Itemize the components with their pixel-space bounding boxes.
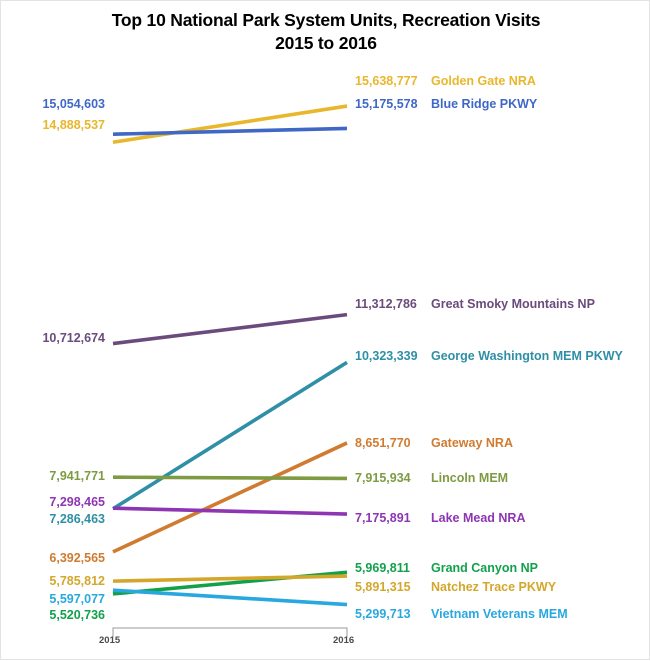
slope-line[interactable] bbox=[112, 574, 348, 583]
slope-line[interactable] bbox=[112, 104, 348, 145]
value-label-left: 6,392,565 bbox=[49, 551, 105, 565]
slope-line[interactable] bbox=[112, 360, 348, 511]
series-name-label: Lake Mead NRA bbox=[431, 511, 526, 525]
series-name-label: Blue Ridge PKWY bbox=[431, 97, 538, 111]
value-label-right: 15,638,777 bbox=[355, 74, 418, 88]
axis-tick-label-2015: 2015 bbox=[99, 635, 121, 646]
series-name-label: Grand Canyon NP bbox=[431, 561, 538, 575]
slope-line[interactable] bbox=[112, 312, 348, 346]
value-label-left: 5,597,077 bbox=[49, 592, 105, 606]
slope-line[interactable] bbox=[112, 441, 348, 554]
value-label-right: 5,891,315 bbox=[355, 580, 411, 594]
series-name-label: Natchez Trace PKWY bbox=[431, 580, 557, 594]
series-name-label: Golden Gate NRA bbox=[431, 74, 536, 88]
value-label-left: 7,286,463 bbox=[49, 512, 105, 526]
value-label-left: 10,712,674 bbox=[42, 331, 105, 345]
value-label-right: 8,651,770 bbox=[355, 436, 411, 450]
chart-title-line-2: 2015 to 2016 bbox=[275, 33, 377, 54]
value-label-left: 14,888,537 bbox=[42, 118, 105, 132]
value-label-left: 7,298,465 bbox=[49, 495, 105, 509]
value-label-right: 15,175,578 bbox=[355, 97, 418, 111]
slope-line[interactable] bbox=[112, 475, 348, 481]
value-label-right: 11,312,786 bbox=[355, 297, 417, 311]
value-label-right: 5,299,713 bbox=[355, 607, 411, 621]
axis-tick-label-2016: 2016 bbox=[333, 635, 355, 646]
value-label-right: 10,323,339 bbox=[355, 349, 418, 363]
slope-line[interactable] bbox=[112, 126, 348, 137]
value-label-left: 5,785,812 bbox=[49, 574, 105, 588]
value-label-left: 7,941,771 bbox=[49, 469, 105, 483]
chart-title-line-1: Top 10 National Park System Units, Recre… bbox=[111, 10, 541, 30]
value-label-left: 15,054,603 bbox=[42, 97, 105, 111]
series-name-label: George Washington MEM PKWY bbox=[431, 349, 623, 363]
series-name-label: Gateway NRA bbox=[431, 436, 513, 450]
series-name-label: Lincoln MEM bbox=[431, 471, 509, 485]
value-label-right: 5,969,811 bbox=[355, 561, 410, 575]
value-label-right: 7,175,891 bbox=[355, 511, 411, 525]
value-label-left: 5,520,736 bbox=[49, 608, 105, 622]
slope-line[interactable] bbox=[112, 588, 348, 607]
series-name-label: Vietnam Veterans MEM bbox=[431, 607, 568, 621]
chart-title: Top 10 National Park System Units, Recre… bbox=[1, 9, 650, 55]
series-name-label: Great Smoky Mountains NP bbox=[431, 297, 595, 311]
slope-line[interactable] bbox=[112, 506, 348, 516]
value-label-right: 7,915,934 bbox=[355, 471, 411, 485]
x-axis-bracket bbox=[112, 627, 348, 637]
